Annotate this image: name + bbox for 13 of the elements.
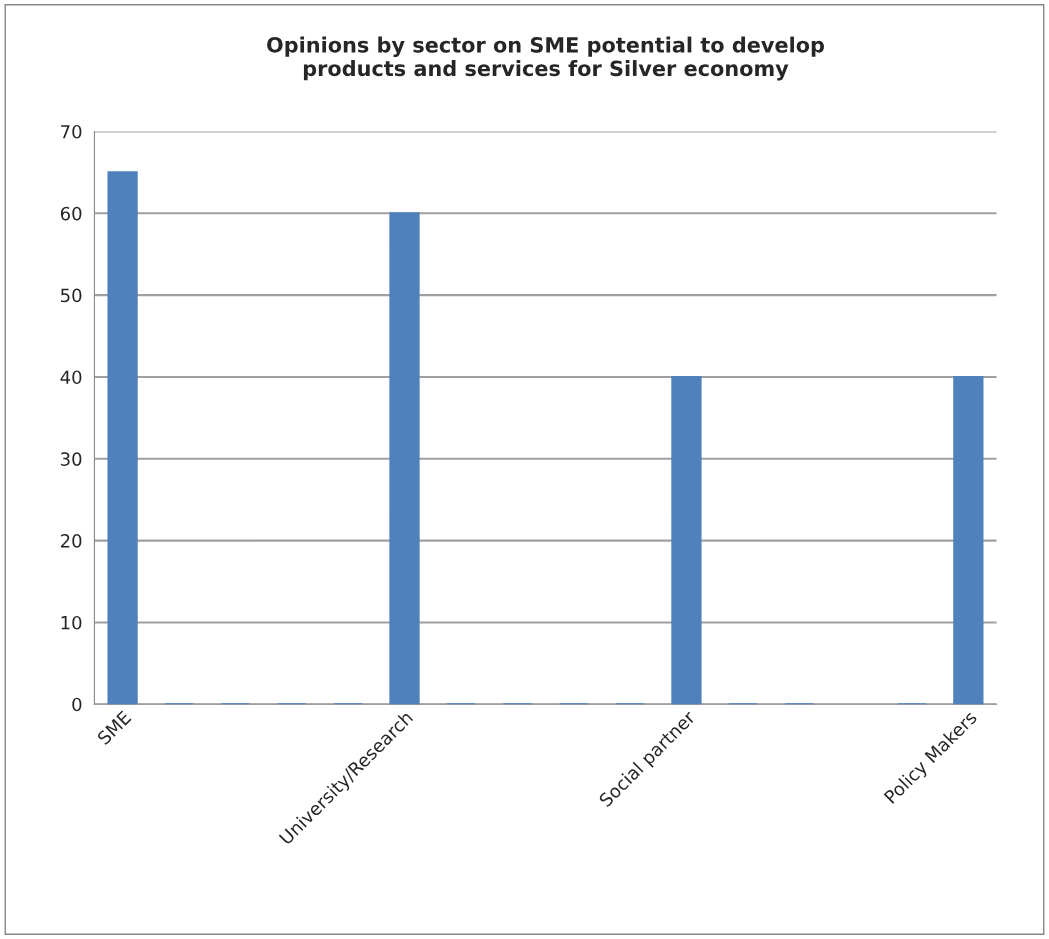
- y-tick-label: 50: [61, 288, 82, 303]
- bar: [953, 375, 984, 705]
- y-tick-label: 20: [60, 534, 82, 548]
- chart-title: Opinions by sector on SME potential to develop products and services for Silver economy: [267, 36, 825, 81]
- y-tick-label: 10: [61, 615, 82, 630]
- bar: [389, 212, 420, 705]
- bar: [107, 171, 138, 705]
- y-tick-label: 0: [72, 697, 82, 712]
- y-tick-label: 60: [60, 206, 82, 221]
- y-tick-label: 70: [61, 124, 82, 139]
- y-tick-label: 30: [61, 452, 82, 466]
- bar: [671, 375, 702, 705]
- y-tick-label: 40: [60, 370, 82, 385]
